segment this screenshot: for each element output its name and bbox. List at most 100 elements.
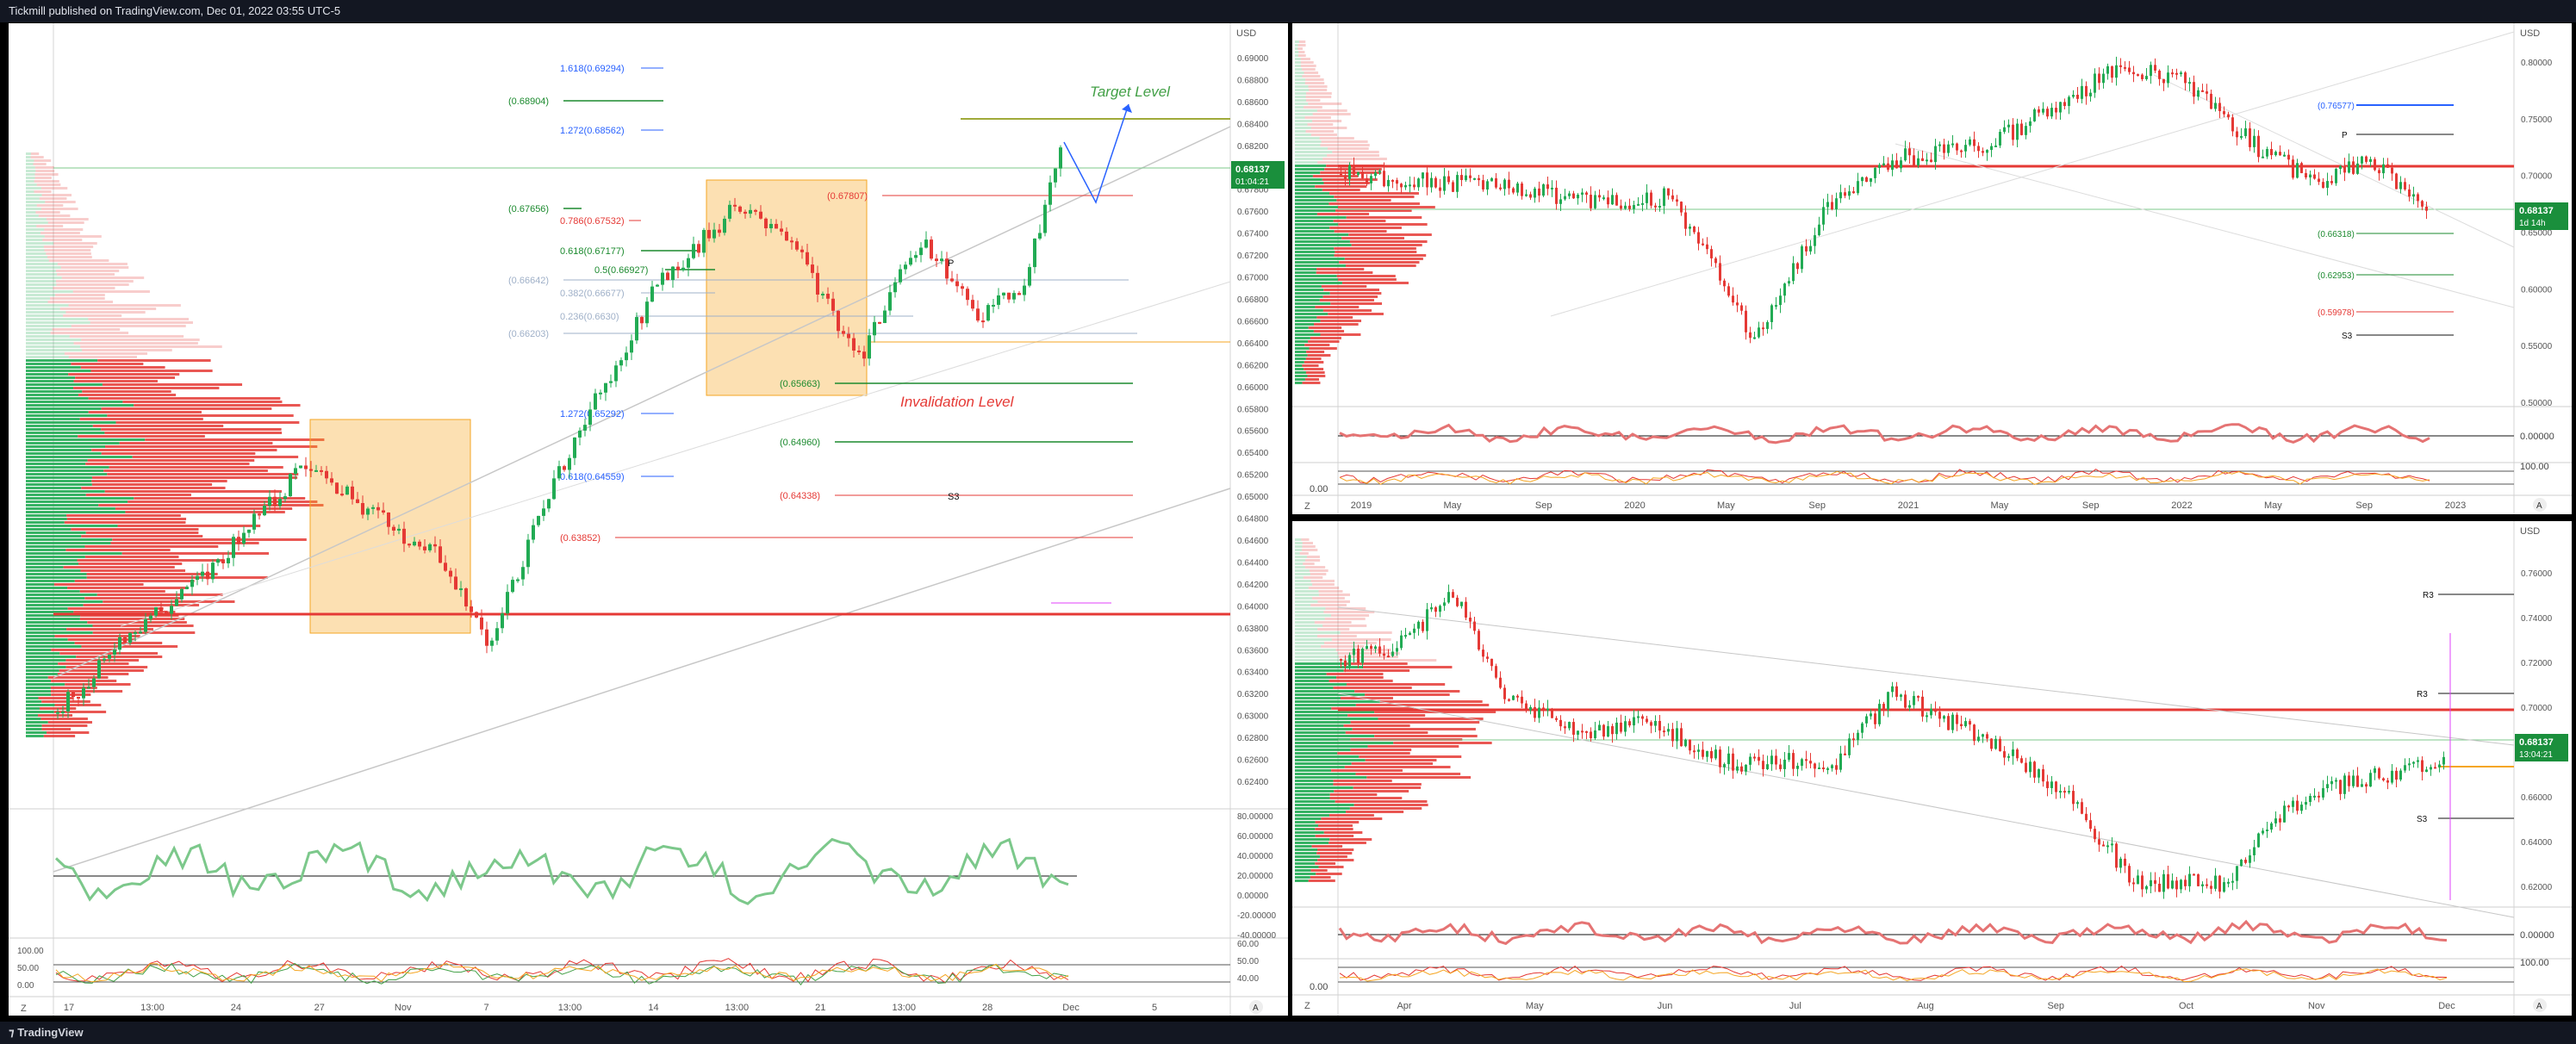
br-vp-bar-sell [1317,859,1354,861]
br-candle-body [1964,721,1967,727]
tr-volume-profile [1295,40,1435,384]
left-candle-body [681,267,685,270]
left-currency-label: USD [1236,28,1256,39]
tr-vp-bar-sell [1307,123,1334,126]
br-vp-bar-sell [1346,811,1404,813]
tr-candle-body [2262,156,2264,158]
left-auto-scale-button[interactable] [1249,1000,1263,1014]
tr-candle-body [1615,195,1618,206]
left-vp-bar-buy [26,559,78,562]
tr-auto-scale-button[interactable] [2533,498,2547,512]
top-right-chart-canvas[interactable]: USD 0.800000.750000.700000.650000.600000… [1292,23,2572,514]
left-chart-panel[interactable]: USD 0.69000 0.68800 0.68600 0.68400 0.68200 0… [9,23,1288,1016]
br-vp-bar-buy [1295,542,1303,544]
left-vp-bar-buy [26,245,44,248]
left-vp-bar-sell [78,562,183,565]
tr-vp-bar-sell [1310,127,1347,129]
tr-candle-body [2175,72,2178,75]
br-candle-body [1977,736,1980,742]
left-vp-bar-buy [26,607,68,610]
tr-candle-body [1986,150,1988,153]
left-vp-bar-buy [26,363,72,365]
left-price-axis-tick: 0.65000 [1237,493,1269,502]
left-vp-bar-sell [59,308,157,310]
br-vp-bar-sell [1365,693,1450,696]
tr-osc2-orange [1339,470,2430,485]
tr-z-button[interactable]: Z [1304,501,1310,512]
left-vp-bar-sell [44,249,91,252]
bottom-right-chart-canvas[interactable]: USD 0.760000.740000.720000.700000.680000… [1292,521,2572,1016]
left-candle-body [568,457,571,470]
tr-vp-bar-sell [1341,237,1404,239]
br-candle-body [1732,753,1734,771]
br-vp-bar-sell [1310,573,1327,575]
br-vp-bar-sell [1328,842,1366,844]
left-candle-body [97,660,101,679]
br-candle-body [1512,695,1515,700]
br-candle-body [2283,805,2286,823]
br-candle-body [1469,617,1472,622]
left-price-axis[interactable]: 0.690000.688000.686000.684000.682000.680… [1237,54,1269,787]
br-vp-bar-sell [1329,793,1378,796]
top-right-chart-panel[interactable]: USD 0.80000 0.75000 0.70000 0.65000 0.60000 0… [1292,23,2572,514]
left-vp-bar-buy [26,645,82,648]
tr-candle-body [1378,171,1381,173]
left-vp-bar-buy [26,600,103,603]
br-candle-body [2309,795,2312,802]
left-candles [56,145,1062,719]
tr-candle-body [2287,154,2290,160]
left-candle-body [935,258,938,261]
br-currency-label: USD [2520,526,2540,537]
br-time-axis[interactable]: Apr May Jun Jul Aug Sep Oct Nov Dec [1397,1001,2455,1011]
left-time-axis[interactable]: 17 13:00 24 27 Nov 7 13:00 14 13:00 21 13:00 28 Dec 5 [64,1003,1157,1013]
br-auto-scale-button[interactable] [2533,998,2547,1012]
left-vp-bar-sell [38,697,74,699]
left-z-button[interactable]: Z [21,1004,27,1014]
br-vp-bar-buy [1295,569,1310,572]
tr-candle-body [2365,156,2368,162]
br-vp-bar-sell [1328,680,1393,682]
left-vp-bar-sell [84,556,179,558]
br-vp-bar-buy [1295,673,1327,675]
tr-candle-body [1495,177,1497,188]
tr-candle-body [1792,263,1795,282]
osc1-axis-tick: 0.00000 [1237,892,1269,901]
left-vp-bar-buy [26,152,31,155]
tr-time-axis[interactable]: 2019 May Sep 2020 May Sep 2021 May Sep 2022 May Sep… [1351,500,2466,511]
tr-price-axis[interactable]: 0.800000.750000.700000.650000.600000.550… [2521,59,2553,408]
left-vp-bar-buy [26,449,92,451]
tr-candle-body [2016,123,2019,140]
br-candle-body [1353,648,1355,656]
br-candle-body [1663,730,1665,733]
tr-candle-body [2231,117,2234,132]
br-candle-body [2055,781,2057,792]
br-price-axis[interactable]: 0.760000.740000.720000.700000.680000.660… [2521,569,2553,892]
left-vp-bar-sell [103,469,268,472]
br-vp-bar-sell [1317,848,1354,851]
left-vp-bar-sell [117,525,261,527]
left-time-axis-tick: 13:00 [140,1003,165,1013]
left-candle-body [149,615,152,619]
tr-vp-bar-buy [1295,320,1321,322]
tr-candle-body [1943,144,1945,153]
tr-vp-bar-sell [1338,223,1428,226]
br-candle-body [1982,734,1984,737]
left-candle-body [769,223,773,229]
bottom-right-chart-panel[interactable]: USD 0.760000.740000.720000.700000.680000… [1292,521,2572,1016]
left-candle-body [56,712,59,714]
left-vp-bar-sell [51,649,117,651]
left-chart-canvas[interactable]: USD 0.690000.688000.686000.684000.682000… [9,23,1288,1016]
left-vp-bar-sell [74,580,195,582]
br-z-button[interactable]: Z [1304,1001,1310,1011]
left-candle-body [852,338,856,351]
left-candle-body [842,331,845,334]
tradingview-logo[interactable]: ⁊ TradingView [9,1026,84,1039]
left-vp-bar-buy [26,625,93,627]
tr-candle-body [1370,176,1372,183]
br-vp-bar-sell [1378,718,1484,720]
tr-vp-bar-sell [1313,330,1345,332]
br-candle-body [1361,649,1364,663]
left-vp-bar-sell [78,435,205,438]
left-candle-body [392,526,395,531]
left-vp-bar-buy [26,187,41,190]
